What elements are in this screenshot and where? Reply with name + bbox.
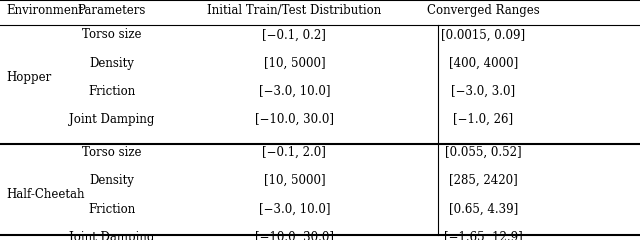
Text: [−3.0, 3.0]: [−3.0, 3.0] <box>451 85 515 98</box>
Text: Friction: Friction <box>88 85 136 98</box>
Text: [−0.1, 0.2]: [−0.1, 0.2] <box>262 28 326 41</box>
Text: Hopper: Hopper <box>6 71 52 84</box>
Text: [0.65, 4.39]: [0.65, 4.39] <box>449 203 518 216</box>
Text: [−1.65, 12.9]: [−1.65, 12.9] <box>444 231 523 240</box>
Text: [−3.0, 10.0]: [−3.0, 10.0] <box>259 203 330 216</box>
Text: Half-Cheetah: Half-Cheetah <box>6 188 85 201</box>
Text: Density: Density <box>90 174 134 187</box>
Text: [10, 5000]: [10, 5000] <box>264 174 325 187</box>
Text: [−10.0, 30.0]: [−10.0, 30.0] <box>255 113 334 126</box>
Text: Environment: Environment <box>6 4 83 17</box>
Text: Torso size: Torso size <box>83 28 141 41</box>
Text: Converged Ranges: Converged Ranges <box>427 4 540 17</box>
Text: Torso size: Torso size <box>83 146 141 159</box>
Text: Initial Train/Test Distribution: Initial Train/Test Distribution <box>207 4 381 17</box>
Text: [−3.0, 10.0]: [−3.0, 10.0] <box>259 85 330 98</box>
Text: Joint Damping: Joint Damping <box>69 113 155 126</box>
Text: [−10.0, 30.0]: [−10.0, 30.0] <box>255 231 334 240</box>
Text: [0.0015, 0.09]: [0.0015, 0.09] <box>441 28 525 41</box>
Text: [285, 2420]: [285, 2420] <box>449 174 518 187</box>
Text: [0.055, 0.52]: [0.055, 0.52] <box>445 146 522 159</box>
Text: [−1.0, 26]: [−1.0, 26] <box>453 113 513 126</box>
Text: Joint Damping: Joint Damping <box>69 231 155 240</box>
Text: Parameters: Parameters <box>78 4 146 17</box>
Text: [−0.1, 2.0]: [−0.1, 2.0] <box>262 146 326 159</box>
Text: Friction: Friction <box>88 203 136 216</box>
Text: [10, 5000]: [10, 5000] <box>264 57 325 70</box>
Text: Density: Density <box>90 57 134 70</box>
Text: [400, 4000]: [400, 4000] <box>449 57 518 70</box>
